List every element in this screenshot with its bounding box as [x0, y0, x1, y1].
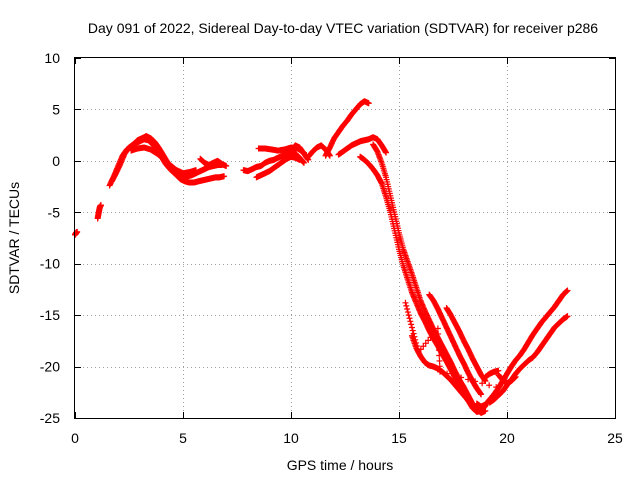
series-arc-b [94, 202, 104, 222]
series-arc-h [253, 153, 303, 181]
series-arc-l [322, 98, 372, 159]
series-arc-k [305, 142, 333, 160]
axis-ticks [75, 58, 616, 419]
data-point [365, 100, 372, 107]
grid [75, 58, 615, 418]
series-arc-j [279, 142, 312, 163]
data-point [413, 343, 420, 349]
x-tick-label: 0 [71, 430, 79, 446]
data-point [478, 391, 485, 398]
data-point [192, 167, 199, 174]
data-point [403, 302, 410, 309]
data-point [413, 339, 420, 346]
data-point [465, 376, 472, 383]
chart-title: Day 091 of 2022, Sidereal Day-to-day VTE… [88, 20, 598, 36]
data-point [436, 363, 443, 370]
data-point [296, 156, 303, 163]
data-point [402, 299, 409, 306]
data-point [408, 321, 415, 328]
data-point [412, 336, 419, 343]
y-tick-label: 10 [44, 50, 60, 66]
data-point [437, 368, 444, 375]
data-point [435, 336, 442, 343]
data-point [435, 341, 442, 348]
data-point [564, 287, 571, 294]
series-arc-q [426, 291, 485, 398]
series-arc-r [443, 304, 489, 384]
x-tick-label: 15 [391, 430, 407, 446]
data-point [493, 384, 500, 391]
y-tick-label: 0 [52, 153, 60, 169]
data-point [435, 347, 442, 354]
data-point [458, 374, 465, 381]
data-point [404, 309, 411, 316]
y-axis-title: SDTVAR / TECUs [6, 182, 22, 294]
series-arc-u [482, 367, 502, 380]
data-point [97, 202, 104, 209]
data-point [486, 382, 493, 389]
data-point [223, 163, 230, 169]
data-point [407, 318, 414, 325]
data-point [434, 325, 441, 332]
data-point [512, 373, 519, 380]
data-point [564, 313, 571, 320]
data-points [72, 98, 571, 416]
y-tick-label: -10 [40, 256, 60, 272]
x-tick-label: 10 [283, 430, 299, 446]
series-arc-v [495, 371, 519, 387]
data-point [408, 324, 415, 331]
data-point [404, 305, 411, 312]
data-point [300, 159, 307, 166]
data-point [436, 357, 443, 364]
data-point [482, 407, 489, 414]
plot-frame [74, 57, 616, 419]
y-tick-label: -15 [40, 307, 60, 323]
data-point [409, 327, 416, 334]
x-axis-title: GPS time / hours [287, 457, 394, 473]
series-outliers [402, 299, 500, 391]
data-point [383, 149, 390, 156]
data-point [479, 380, 486, 387]
y-tick-labels: -25 -20 -15 -10 -5 0 5 10 [40, 50, 60, 426]
y-tick-label: -20 [40, 359, 60, 375]
series-arc-m [335, 134, 390, 158]
data-point [405, 312, 412, 319]
data-point [444, 370, 451, 377]
x-tick-labels: 0 5 10 15 20 25 [71, 430, 623, 446]
y-tick-label: -5 [48, 204, 61, 220]
data-point [221, 173, 228, 180]
x-tick-label: 5 [179, 430, 187, 446]
data-point [406, 315, 413, 322]
series-arc-e [128, 144, 199, 177]
series-arc-d [108, 133, 228, 186]
data-point [74, 228, 81, 235]
series-arc-a [72, 228, 81, 238]
x-tick-label: 20 [499, 430, 515, 446]
data-point [436, 352, 443, 359]
series-arc-s [473, 287, 571, 410]
data-point [451, 372, 458, 379]
data-point [411, 333, 418, 340]
y-tick-label: -25 [40, 410, 60, 426]
data-point [435, 330, 442, 337]
x-tick-label: 25 [607, 430, 623, 446]
series-arc-t [486, 313, 571, 406]
series-arc-f [197, 155, 230, 169]
data-point [410, 330, 417, 337]
data-point [472, 378, 479, 385]
y-tick-label: 5 [52, 101, 60, 117]
